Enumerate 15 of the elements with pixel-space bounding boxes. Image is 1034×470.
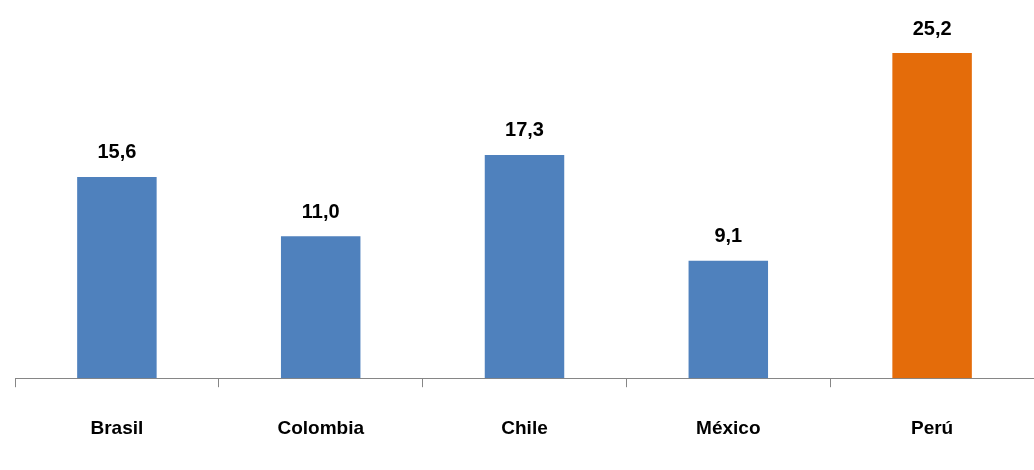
x-tick-label: Chile bbox=[501, 416, 548, 438]
x-tick-label: Perú bbox=[910, 416, 954, 438]
data-label: 9,1 bbox=[714, 224, 743, 247]
x-tick-label: México bbox=[696, 416, 761, 438]
data-label: 17,3 bbox=[505, 118, 544, 141]
bar bbox=[280, 236, 361, 379]
x-tick-label: Colombia bbox=[277, 416, 365, 438]
data-label: 25,2 bbox=[912, 16, 952, 39]
bar bbox=[484, 154, 565, 379]
bar bbox=[77, 176, 157, 379]
bar bbox=[688, 260, 769, 379]
x-tick-label: Brasil bbox=[90, 416, 144, 438]
bar bbox=[892, 53, 972, 379]
data-label: 11,0 bbox=[301, 199, 340, 222]
data-label: 15,6 bbox=[97, 140, 137, 163]
